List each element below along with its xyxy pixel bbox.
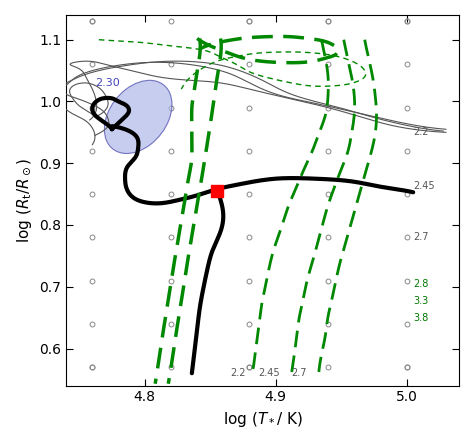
X-axis label: log $(T_* /$ K): log $(T_* /$ K) [223,410,302,429]
Text: 3.3: 3.3 [413,296,428,306]
Text: 2.2: 2.2 [230,369,246,378]
Text: 2.2: 2.2 [413,127,428,138]
Text: 2.45: 2.45 [259,369,280,378]
Text: 3.8: 3.8 [413,313,428,323]
Ellipse shape [104,80,172,154]
Text: 2.45: 2.45 [413,181,435,191]
Y-axis label: log $(R_\mathrm{t} / R_\odot)$: log $(R_\mathrm{t} / R_\odot)$ [15,158,34,243]
Text: 2.8: 2.8 [413,279,428,289]
Text: 2.30: 2.30 [95,78,120,88]
Text: 2.7: 2.7 [292,369,307,378]
Text: 2.7: 2.7 [413,233,428,242]
